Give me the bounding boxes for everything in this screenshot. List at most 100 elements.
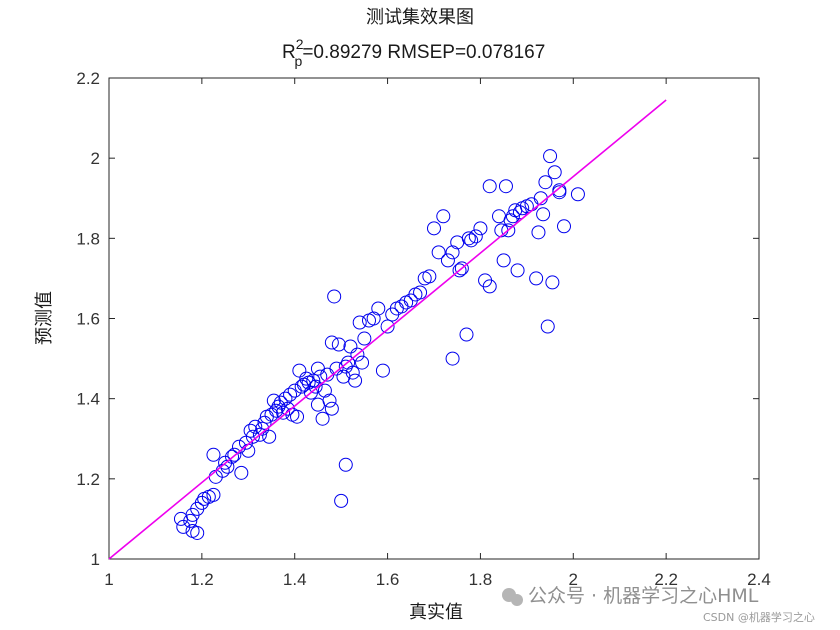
data-point [334,493,349,508]
data-point [445,245,460,260]
data-point [459,327,474,342]
data-point [503,213,518,228]
data-point [345,365,360,380]
y-tick-label: 2 [91,149,100,168]
data-point [545,275,560,290]
data-point [431,245,446,260]
data-point [350,347,365,362]
data-point [531,225,546,240]
y-tick-label: 2.2 [76,69,100,88]
data-point [557,219,571,234]
x-tick-label: 2 [569,570,578,589]
data-point [540,319,555,334]
x-axis-label: 真实值 [409,602,463,623]
data-point [245,429,260,444]
data-point [299,371,314,386]
data-point [468,229,483,244]
data-point [343,339,358,354]
data-point [225,449,240,464]
x-tick-label: 2.2 [654,570,678,589]
data-point [324,401,339,416]
data-point [227,447,242,462]
x-tick-label: 1.4 [283,570,307,589]
data-point [255,421,270,436]
data-point [252,427,267,442]
data-point [501,223,516,238]
data-point [422,269,437,284]
data-point [317,383,332,398]
data-point [269,403,284,418]
data-point [454,261,469,276]
data-point [324,335,339,350]
data-point [436,209,451,224]
data-point [206,487,221,502]
data-point [538,175,553,190]
data-point [440,253,455,268]
data-point [536,207,551,222]
data-point [308,379,323,394]
subtitle-r-sub: p [295,53,303,69]
data-point [322,393,337,408]
data-point [543,149,558,164]
x-tick-label: 1.6 [376,570,400,589]
wechat-logo-icon [502,588,523,606]
data-point [264,407,279,422]
watermark-main: 公众号 · 机器学习之心HML [528,585,759,607]
data-point [278,391,293,406]
subtitle-r-sup: 2 [296,36,304,52]
data-point [243,423,258,438]
data-point [357,331,372,346]
data-point [366,311,381,326]
chart-title: 测试集效果图 [366,7,474,28]
y-tick-label: 1.2 [76,470,100,489]
x-tick-label: 1.8 [469,570,493,589]
data-point [234,465,249,480]
chart-subtitle: R2 p=0.89279 RMSEP=0.078167 [282,36,545,69]
data-point [348,373,363,388]
data-point [338,457,353,472]
data-point [327,289,342,304]
data-point [427,221,441,236]
data-point [315,411,330,426]
data-point [306,373,321,388]
data-point [371,301,386,316]
data-points [173,149,585,540]
data-point [529,271,544,286]
plot-area [108,77,760,560]
data-point [413,285,428,300]
y-ticks: 1 1.2 1.4 1.6 1.8 2 2.2 [76,69,759,569]
data-point [329,361,344,376]
data-point [482,179,497,194]
y-tick-label: 1.6 [76,310,100,329]
data-point [452,263,467,278]
y-tick-label: 1.4 [76,390,100,409]
subtitle-stats: =0.89279 RMSEP=0.078167 [302,42,545,63]
data-point [341,355,356,370]
watermark: 公众号 · 机器学习之心HML CSDN @机器学习之心 [502,585,815,624]
data-point [380,319,395,334]
data-point [355,355,370,370]
data-point [445,351,460,366]
data-point [461,231,476,246]
data-point [290,409,305,424]
data-point [190,525,205,540]
y-tick-label: 1.8 [76,229,100,248]
data-point [257,415,272,430]
data-point [552,183,567,198]
data-point [262,429,277,444]
data-point [313,369,328,384]
data-point [276,405,291,420]
data-point [206,447,221,462]
y-axis-label: 预测值 [34,291,55,345]
x-ticks: 1 1.2 1.4 1.6 1.8 2 2.2 2.4 [104,78,771,589]
data-point [464,233,479,248]
data-point [283,387,298,402]
watermark-small: CSDN @机器学习之心 [703,610,815,624]
x-tick-label: 1 [104,570,113,589]
data-point [482,279,497,294]
subtitle-r: R [282,42,296,63]
data-point [570,187,585,202]
data-point [375,363,390,378]
data-point [292,363,307,378]
